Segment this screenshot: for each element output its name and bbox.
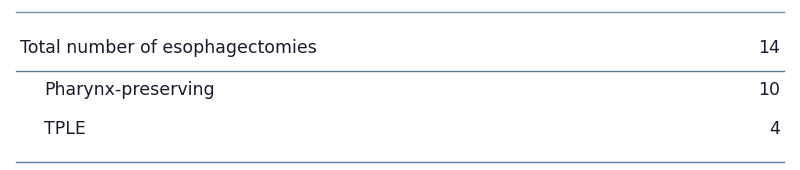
Text: 10: 10 [758, 81, 780, 99]
Text: Total number of esophagectomies: Total number of esophagectomies [20, 39, 317, 57]
Text: 14: 14 [758, 39, 780, 57]
Text: TPLE: TPLE [44, 120, 86, 138]
Text: Pharynx-preserving: Pharynx-preserving [44, 81, 214, 99]
Text: 4: 4 [769, 120, 780, 138]
